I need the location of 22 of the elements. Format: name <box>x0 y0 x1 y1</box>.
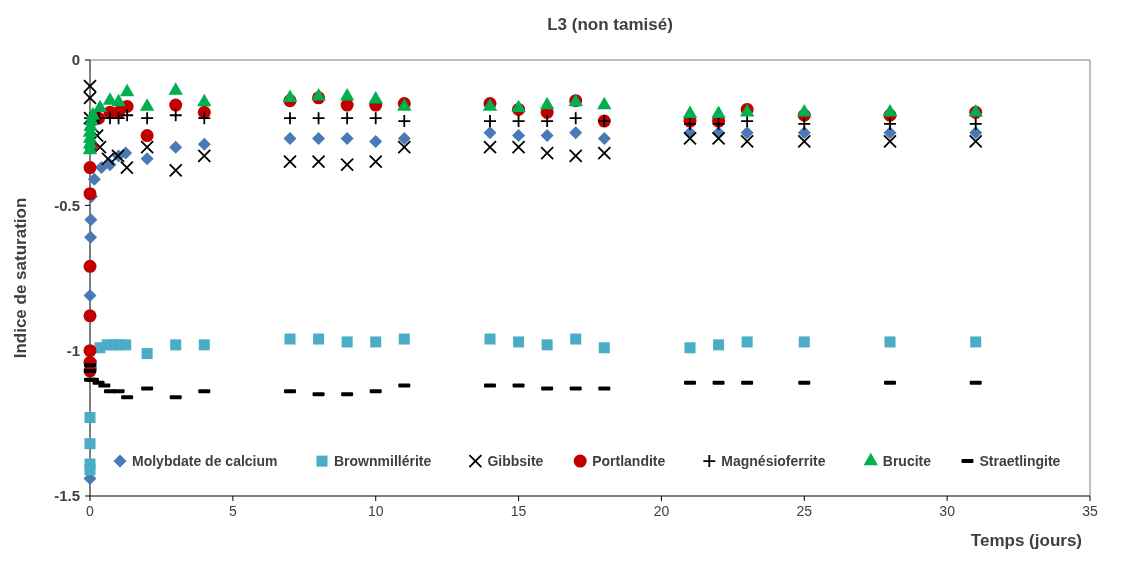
legend-label: Molybdate de calcium <box>132 453 278 470</box>
x-tick-label: 25 <box>796 503 813 519</box>
x-tick-label: 10 <box>367 503 384 519</box>
x-tick-label: 20 <box>653 503 670 519</box>
x-axis-title: Temps (jours) <box>970 531 1082 550</box>
legend-label: Gibbsite <box>487 453 544 470</box>
x-tick-label: 35 <box>1082 503 1098 519</box>
legend-label: Straetlingite <box>979 453 1061 470</box>
x-tick-label: 5 <box>228 503 237 519</box>
legend-label: Brownmillérite <box>334 453 432 470</box>
y-tick-label: 0 <box>71 51 80 69</box>
legend-label: Magnésioferrite <box>721 453 826 470</box>
y-tick-label: -0.5 <box>54 196 80 214</box>
y-axis-title: Indice de saturation <box>11 197 30 359</box>
y-tick-label: -1 <box>66 341 80 359</box>
x-tick-label: 30 <box>939 503 956 519</box>
x-tick-label: 15 <box>510 503 527 519</box>
x-tick-label: 0 <box>86 503 95 519</box>
chart-title: L3 (non tamisé) <box>547 15 673 34</box>
y-tick-label: -1.5 <box>54 487 80 505</box>
legend-label: Portlandite <box>592 453 666 470</box>
legend-label: Brucite <box>882 453 932 470</box>
